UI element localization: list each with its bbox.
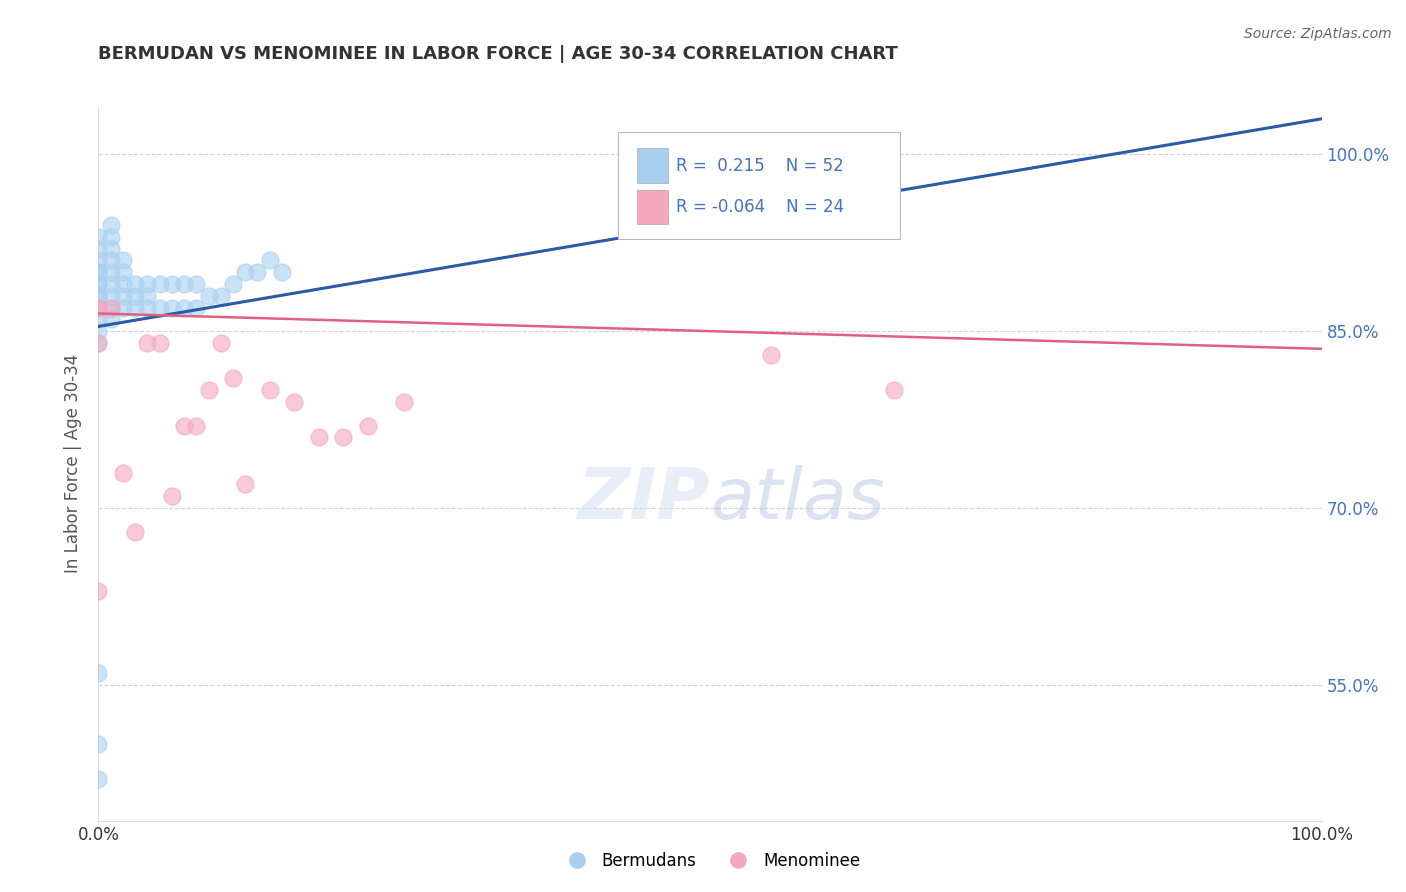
Point <box>136 277 159 291</box>
Point <box>149 335 172 350</box>
Point <box>136 289 159 303</box>
Point <box>100 253 122 268</box>
Point <box>246 265 269 279</box>
Point <box>87 265 110 279</box>
FancyBboxPatch shape <box>637 148 668 183</box>
Point <box>87 253 110 268</box>
Point <box>87 583 110 598</box>
Point <box>87 289 110 303</box>
Point <box>87 301 110 315</box>
Point <box>100 242 122 256</box>
Y-axis label: In Labor Force | Age 30-34: In Labor Force | Age 30-34 <box>65 354 83 574</box>
Point <box>87 229 110 244</box>
Point <box>283 395 305 409</box>
Point <box>186 301 208 315</box>
Point <box>87 737 110 751</box>
Point <box>100 301 122 315</box>
Point <box>124 301 146 315</box>
Point <box>209 335 232 350</box>
Point <box>111 265 134 279</box>
Point <box>197 383 219 397</box>
Point <box>149 301 172 315</box>
Point <box>100 229 122 244</box>
Point <box>209 289 232 303</box>
FancyBboxPatch shape <box>619 132 900 239</box>
Point <box>87 242 110 256</box>
Text: ZIP: ZIP <box>578 465 710 534</box>
Point <box>136 335 159 350</box>
Point <box>186 277 208 291</box>
Point <box>173 301 195 315</box>
Point <box>87 772 110 787</box>
FancyBboxPatch shape <box>637 190 668 224</box>
Point <box>392 395 416 409</box>
Point <box>87 666 110 681</box>
Text: R = -0.064    N = 24: R = -0.064 N = 24 <box>676 198 844 216</box>
Point <box>87 312 110 326</box>
Point <box>136 301 159 315</box>
Point <box>111 289 134 303</box>
Point <box>356 418 378 433</box>
Point <box>87 335 110 350</box>
Point <box>100 218 122 232</box>
Point <box>124 524 146 539</box>
Point <box>883 383 905 397</box>
Point <box>186 418 208 433</box>
Point <box>87 324 110 338</box>
Point <box>111 277 134 291</box>
Point <box>259 383 281 397</box>
Point <box>111 466 134 480</box>
Text: BERMUDAN VS MENOMINEE IN LABOR FORCE | AGE 30-34 CORRELATION CHART: BERMUDAN VS MENOMINEE IN LABOR FORCE | A… <box>98 45 898 62</box>
Point <box>173 277 195 291</box>
Point <box>233 477 256 491</box>
Point <box>100 265 122 279</box>
Legend: Bermudans, Menominee: Bermudans, Menominee <box>553 846 868 877</box>
Point <box>100 312 122 326</box>
Point <box>100 289 122 303</box>
Point <box>111 253 134 268</box>
Point <box>87 301 110 315</box>
Point <box>100 301 122 315</box>
Point <box>197 289 219 303</box>
Point <box>87 265 110 279</box>
Point <box>259 253 281 268</box>
Point <box>332 430 354 444</box>
Point <box>173 418 195 433</box>
Point <box>308 430 330 444</box>
Point <box>149 277 172 291</box>
Point <box>111 301 134 315</box>
Point <box>124 289 146 303</box>
Point <box>222 277 245 291</box>
Text: Source: ZipAtlas.com: Source: ZipAtlas.com <box>1244 27 1392 41</box>
Point <box>233 265 256 279</box>
Point <box>87 301 110 315</box>
Point <box>270 265 294 279</box>
Point <box>821 147 844 161</box>
Point <box>124 277 146 291</box>
Point <box>160 301 183 315</box>
Text: R =  0.215    N = 52: R = 0.215 N = 52 <box>676 157 844 175</box>
Point <box>100 277 122 291</box>
Point <box>160 489 183 503</box>
Point <box>222 371 245 385</box>
Point <box>87 277 110 291</box>
Point <box>87 277 110 291</box>
Point <box>87 289 110 303</box>
Point <box>160 277 183 291</box>
Point <box>87 335 110 350</box>
Text: atlas: atlas <box>710 465 884 534</box>
Point <box>761 348 783 362</box>
